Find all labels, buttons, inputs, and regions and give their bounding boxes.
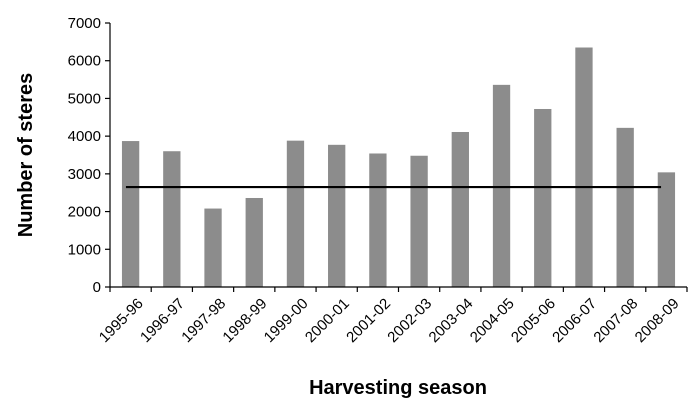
- y-tick-label: 2000: [68, 204, 101, 221]
- bar-1996-97: [163, 151, 181, 287]
- bar-2007-08: [616, 127, 634, 287]
- x-tick-label: 2008-09: [632, 295, 683, 346]
- bar-2000-01: [328, 144, 346, 287]
- bar-2003-04: [451, 131, 469, 287]
- axes-group: [109, 23, 687, 288]
- x-tick-label: 1998-99: [219, 295, 270, 346]
- x-tick-label: 1996-97: [137, 295, 188, 346]
- x-ticks-group: 1995-961996-971997-981998-991999-002000-…: [96, 287, 688, 346]
- y-tick-label: 7000: [68, 15, 101, 32]
- x-tick-label: 2006-07: [549, 295, 600, 346]
- bar-1995-96: [121, 141, 140, 287]
- x-tick-label: 2001-02: [343, 295, 394, 346]
- y-tick-label: 6000: [68, 53, 101, 70]
- bar-1997-98: [204, 208, 222, 287]
- x-tick-label: 2000-01: [302, 295, 353, 346]
- x-tick-label: 2007-08: [590, 295, 641, 346]
- x-tick-label: 2005-06: [508, 295, 559, 346]
- bar-2001-02: [369, 153, 387, 287]
- y-axis-label: Number of steres: [15, 73, 37, 238]
- x-tick-label: 2002-03: [384, 295, 435, 346]
- bar-2004-05: [492, 84, 511, 287]
- x-tick-label: 2004-05: [467, 295, 518, 346]
- bar-2005-06: [534, 108, 552, 288]
- bar-2006-07: [575, 47, 593, 288]
- bar-2008-09: [657, 172, 676, 287]
- y-tick-label: 4000: [68, 128, 101, 145]
- bar-2002-03: [410, 155, 428, 287]
- x-tick-label: 1995-96: [96, 295, 147, 346]
- bar-1998-99: [245, 197, 263, 287]
- y-tick-label: 3000: [68, 166, 101, 183]
- x-tick-label: 1999-00: [261, 295, 312, 346]
- x-axis-label: Harvesting season: [309, 377, 487, 399]
- y-tick-label: 5000: [68, 90, 101, 107]
- y-tick-label: 0: [93, 279, 101, 296]
- bar-1999-00: [286, 140, 305, 287]
- y-tick-label: 1000: [68, 241, 101, 258]
- y-ticks-group: 0 1000 2000 3000 4000 5000 6000 7000: [68, 15, 110, 296]
- x-tick-label: 2003-04: [426, 295, 477, 346]
- bars-group: [121, 47, 676, 288]
- x-tick-label: 1997-98: [178, 295, 229, 346]
